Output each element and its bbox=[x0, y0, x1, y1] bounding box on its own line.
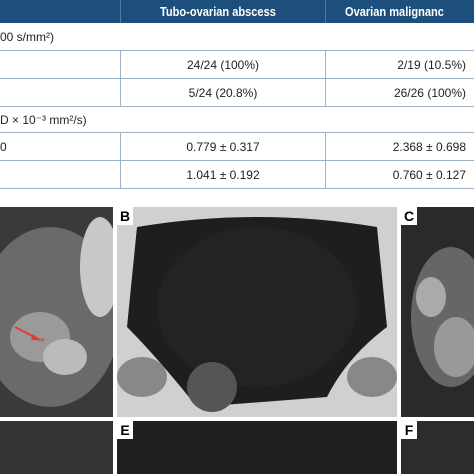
divider bbox=[325, 0, 326, 23]
table-row: 1.041 ± 0.192 0.760 ± 0.127 bbox=[0, 161, 474, 189]
row-label: 0 bbox=[0, 139, 7, 154]
table-header: Tubo-ovarian abscess Ovarian malignanc bbox=[0, 0, 474, 23]
section-row: 00 s/mm²) bbox=[0, 23, 474, 51]
mri-image: C bbox=[401, 207, 474, 417]
mri-image bbox=[0, 421, 113, 474]
section-label: 00 s/mm²) bbox=[0, 30, 54, 44]
column-header: Ovarian malignanc bbox=[345, 4, 444, 19]
svg-text:*: * bbox=[40, 335, 45, 349]
divider bbox=[325, 133, 326, 188]
divider bbox=[120, 51, 121, 106]
cell: 0.779 ± 0.317 bbox=[186, 139, 260, 154]
divider bbox=[325, 51, 326, 106]
column-header: Tubo-ovarian abscess bbox=[160, 4, 276, 19]
cell: 26/26 (100%) bbox=[393, 85, 466, 100]
mri-drawing bbox=[411, 247, 474, 387]
cell: 5/24 (20.8%) bbox=[188, 85, 258, 100]
table-row: 0 0.779 ± 0.317 2.368 ± 0.698 bbox=[0, 133, 474, 161]
table-row: 5/24 (20.8%) 26/26 (100%) bbox=[0, 79, 474, 107]
cell: 24/24 (100%) bbox=[186, 57, 260, 72]
cell: 1.041 ± 0.192 bbox=[186, 167, 260, 182]
cell: 2/19 (10.5%) bbox=[397, 57, 466, 72]
mri-image: B bbox=[117, 207, 397, 417]
panel-label: C bbox=[401, 207, 417, 225]
mri-drawing: * bbox=[0, 217, 113, 407]
panel-label: B bbox=[117, 207, 133, 225]
section-row: D × 10⁻³ mm²/s) bbox=[0, 107, 474, 133]
row-label bbox=[0, 161, 120, 188]
mri-image: F bbox=[401, 421, 474, 474]
panel-label: F bbox=[401, 421, 417, 439]
mri-image: * bbox=[0, 207, 113, 417]
cell: 2.368 ± 0.698 bbox=[392, 139, 466, 154]
mri-image: E bbox=[117, 421, 397, 474]
table-row: 24/24 (100%) 2/19 (10.5%) bbox=[0, 51, 474, 79]
row-label bbox=[0, 51, 120, 78]
mri-drawing bbox=[117, 217, 397, 412]
divider bbox=[120, 133, 121, 188]
section-label: D × 10⁻³ mm²/s) bbox=[0, 113, 87, 127]
divider bbox=[120, 0, 121, 23]
panel-label: E bbox=[117, 421, 133, 439]
row-label bbox=[0, 79, 120, 106]
cell: 0.760 ± 0.127 bbox=[392, 167, 466, 182]
